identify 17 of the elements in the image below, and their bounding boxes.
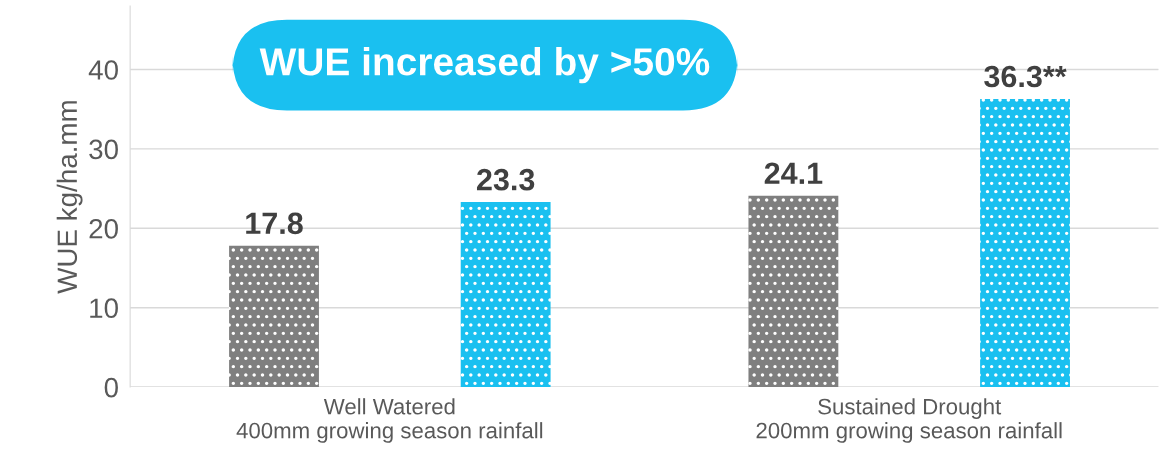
bar [748, 195, 839, 388]
data-label: 24.1 [764, 162, 823, 184]
y-tick-label: 10 [90, 298, 118, 319]
bar [229, 245, 319, 388]
x-tick-label: Sustained Drought 200mm growing season rainfall [756, 398, 1062, 443]
data-label: 23.3 [476, 168, 535, 191]
bar [460, 202, 551, 388]
y-tick-label: 30 [89, 139, 118, 160]
data-label: 36.3** [984, 65, 1067, 88]
annotation: WUE increased by >50% [259, 46, 710, 84]
y-tick-label: 20 [89, 218, 118, 239]
y-tick-label: 40 [88, 60, 118, 80]
y-axis-title: WUE kg/ha.mm [56, 101, 83, 294]
bar [980, 98, 1070, 388]
y-tick-label: 0 [104, 377, 118, 398]
data-label: 17.8 [246, 212, 303, 235]
x-tick-label: Well Watered 400mm growing season rainfall [236, 398, 543, 443]
